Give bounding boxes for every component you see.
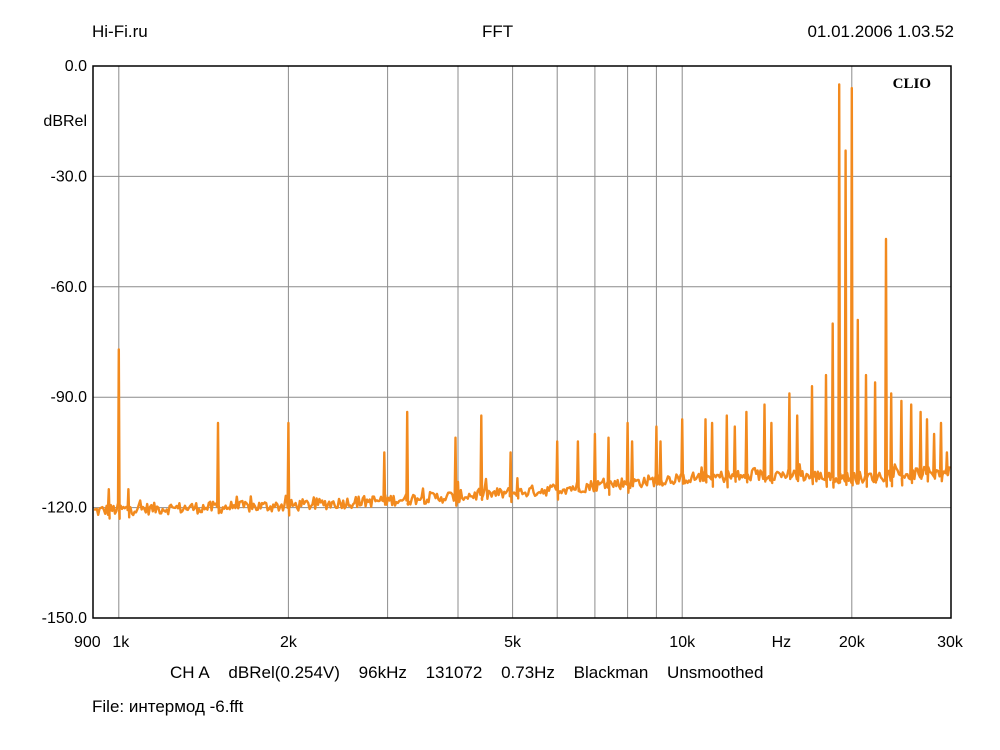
rate-label: 96kHz	[358, 663, 407, 682]
header-timestamp: 01.01.2006 1.03.52	[807, 22, 954, 41]
fft-trace	[93, 83, 951, 520]
y-tick-label: -120.0	[42, 500, 87, 517]
window-label: Blackman	[573, 663, 649, 682]
x-tick-label: 10k	[669, 634, 696, 651]
x-tick-label: 2k	[280, 634, 298, 651]
x-tick-label: 20k	[839, 634, 866, 651]
header-title: FFT	[482, 22, 514, 41]
unit-label: dBRel(0.254V)	[228, 663, 340, 682]
resolution-label: 0.73Hz	[501, 663, 555, 682]
x-tick-label: 5k	[504, 634, 522, 651]
header-brand: Hi-Fi.ru	[92, 22, 148, 41]
smoothing-label: Unsmoothed	[667, 663, 764, 682]
x-tick-label: 900	[74, 634, 101, 651]
y-tick-label: -60.0	[51, 279, 88, 296]
x-tick-label: 1k	[112, 634, 130, 651]
channel-label: CH A	[170, 663, 210, 682]
plot-area	[93, 66, 951, 618]
y-axis-label: dBRel	[43, 113, 87, 130]
y-tick-label: -90.0	[51, 389, 88, 406]
x-axis-label: Hz	[772, 634, 792, 651]
x-tick-label: 30k	[937, 634, 964, 651]
y-tick-label: 0.0	[65, 58, 87, 75]
plot-frame	[92, 65, 952, 619]
measurement-info: CH A dBRel(0.254V) 96kHz 131072 0.73Hz B…	[170, 663, 777, 683]
points-label: 131072	[425, 663, 483, 682]
y-tick-label: -30.0	[51, 168, 88, 185]
brand-label: CLIO	[893, 76, 931, 92]
y-tick-label: -150.0	[42, 610, 87, 627]
file-name: File: интермод -6.fft	[92, 697, 244, 716]
